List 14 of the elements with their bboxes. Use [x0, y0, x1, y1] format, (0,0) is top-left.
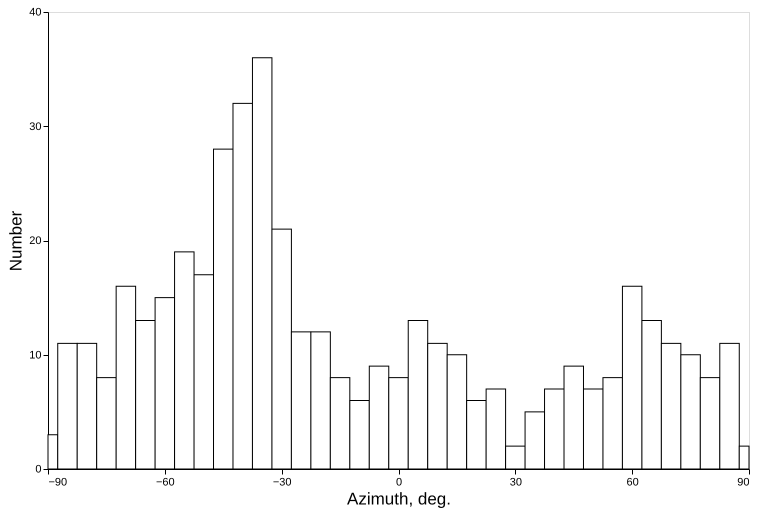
x-tick-label: −30	[272, 476, 292, 488]
x-tick-label: 0	[396, 476, 402, 488]
y-tick-label: 0	[35, 464, 42, 476]
x-tick-label: −90	[48, 476, 68, 488]
y-tick-label: 40	[29, 6, 42, 18]
x-tick-label: −60	[156, 476, 175, 488]
x-tick-label: 30	[510, 476, 522, 488]
x-tick-label: 60	[626, 476, 639, 488]
y-tick-label: 20	[29, 235, 42, 247]
x-axis-title: Azimuth, deg.	[347, 490, 451, 508]
x-tick-label: 90	[737, 476, 750, 488]
y-axis-title: Number	[6, 210, 26, 272]
y-tick-label: 10	[29, 349, 42, 362]
y-tick-label: 30	[29, 120, 42, 133]
